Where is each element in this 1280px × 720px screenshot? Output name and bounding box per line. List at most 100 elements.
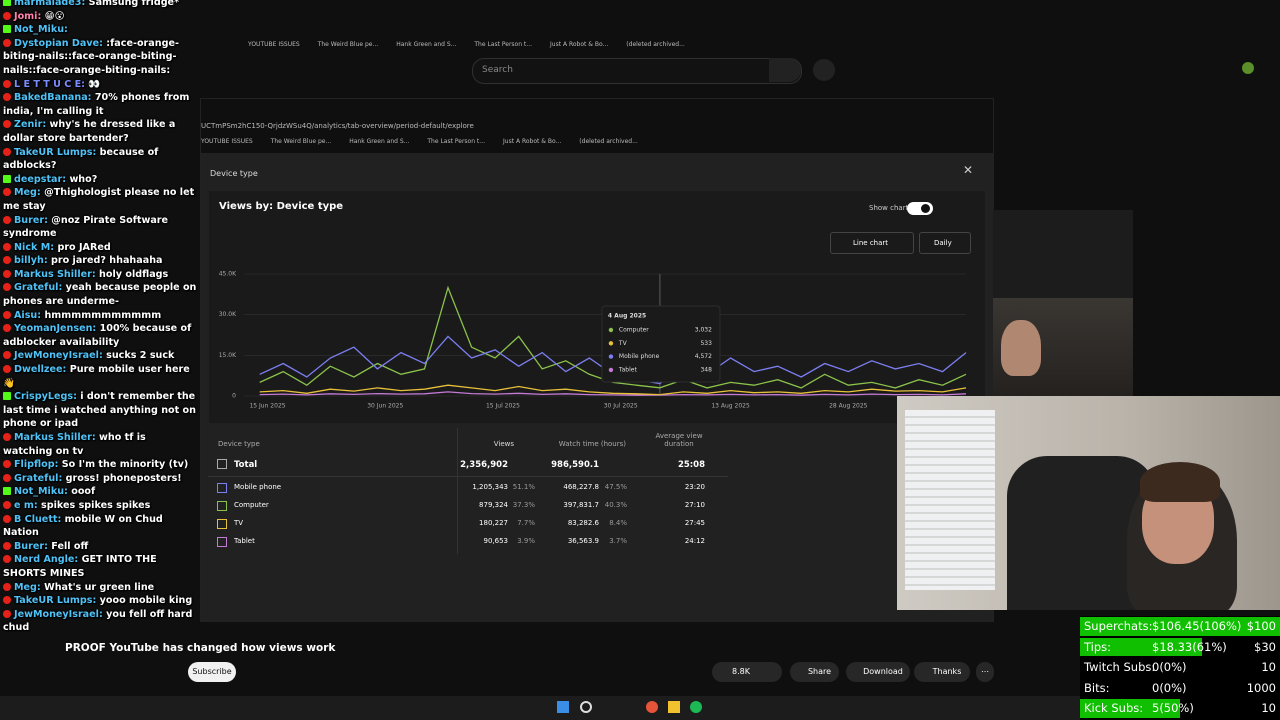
platform-icon bbox=[3, 541, 11, 550]
app-icon[interactable] bbox=[690, 701, 702, 713]
subscribe-button[interactable]: Subscribe bbox=[188, 662, 236, 682]
column-header: Device type bbox=[218, 440, 260, 448]
chat-text: who? bbox=[69, 173, 98, 185]
series-checkbox[interactable] bbox=[217, 537, 227, 547]
chat-user: TakeUR Lumps: bbox=[14, 595, 97, 607]
bookmark[interactable]: Just A Robot & Bo... bbox=[550, 41, 609, 48]
chat-message: Flipflop: So I'm the minority (tv) bbox=[0, 458, 198, 472]
chat-message: billyh: pro jared? hhahaaha bbox=[0, 254, 198, 268]
app-icon[interactable] bbox=[668, 701, 680, 713]
bookmark[interactable]: (deleted archived... bbox=[579, 138, 638, 145]
x-tick-label: 15 Jul 2025 bbox=[486, 403, 520, 410]
chat-message: Grateful: yeah because people on phones … bbox=[0, 281, 198, 308]
bookmark[interactable]: The Last Person t... bbox=[427, 138, 486, 145]
chat-message: L E T T U C E: 👀 bbox=[0, 78, 198, 92]
more-button[interactable]: ⋯ bbox=[976, 662, 994, 682]
chat-message: Burer: @noz Pirate Software syndrome bbox=[0, 214, 198, 241]
table-cell: 3.7% bbox=[609, 537, 627, 545]
download-button[interactable]: Download bbox=[846, 662, 910, 682]
tooltip-swatch bbox=[608, 367, 614, 373]
goal-target: 1000 bbox=[1246, 680, 1276, 695]
search-button[interactable] bbox=[769, 58, 801, 82]
chat-text: because of adblocks? bbox=[3, 146, 159, 172]
bookmark[interactable]: YOUTUBE ISSUES bbox=[248, 41, 300, 48]
chat-user: JewMoneyIsrael: bbox=[14, 608, 103, 620]
bookmarks: YOUTUBE ISSUES The Weird Blue pe... Hank G… bbox=[201, 138, 638, 145]
card-title: Views by: Device type bbox=[219, 201, 344, 212]
chat-user: JewMoneyIsrael: bbox=[14, 350, 103, 362]
chat-user: L E T T U C E: bbox=[14, 78, 86, 90]
goal-target: 10 bbox=[1261, 701, 1276, 715]
chat-text: 😁😮 bbox=[44, 10, 65, 22]
mic-button[interactable] bbox=[813, 59, 835, 81]
table-cell: 27:10 bbox=[684, 501, 705, 509]
show-chart-toggle[interactable] bbox=[907, 202, 933, 215]
show-chart-label: Show chart bbox=[869, 204, 909, 212]
chat-text: holy oldflags bbox=[99, 268, 169, 280]
table-cell: 90,653 bbox=[483, 537, 509, 545]
report-name[interactable]: Device type bbox=[210, 169, 258, 178]
chat-text: who tf is watching on tv bbox=[3, 432, 146, 457]
goal-row: Kick Subs: 5(50%) 10 bbox=[1080, 698, 1280, 719]
thanks-button[interactable]: Thanks bbox=[914, 662, 970, 682]
checkbox bbox=[217, 459, 227, 469]
bookmark[interactable]: The Weird Blue pe... bbox=[317, 41, 379, 48]
period-dropdown[interactable]: Daily bbox=[919, 232, 971, 254]
bookmark[interactable]: The Weird Blue pe... bbox=[270, 138, 332, 145]
chat-text: :face-orange-biting-nails::face-orange-b… bbox=[3, 37, 179, 76]
search-icon[interactable] bbox=[580, 701, 592, 713]
like-button[interactable]: 8.8K bbox=[712, 662, 782, 682]
table-cell: 83,282.6 bbox=[567, 519, 599, 527]
tooltip-name: Tablet bbox=[618, 366, 638, 373]
search-box[interactable]: Search bbox=[472, 58, 802, 84]
bookmark[interactable]: (deleted archived... bbox=[626, 41, 685, 48]
avatar[interactable] bbox=[1242, 62, 1254, 74]
series-checkbox[interactable] bbox=[217, 483, 227, 493]
series-checkbox[interactable] bbox=[217, 519, 227, 529]
platform-icon bbox=[3, 147, 11, 156]
goal-bar bbox=[1080, 637, 1202, 656]
chat-user: Meg: bbox=[14, 187, 41, 199]
bookmark[interactable]: YOUTUBE ISSUES bbox=[201, 138, 253, 145]
series-checkbox[interactable] bbox=[217, 501, 227, 511]
chat-message: CrispyLegs: i don't remember the last ti… bbox=[0, 390, 198, 431]
table-cell: 397,831.7 bbox=[563, 501, 599, 509]
goal-progress: $106.45(106%) bbox=[1152, 619, 1242, 633]
chat-message: JewMoneyIsrael: you fell off hard chud bbox=[0, 608, 198, 635]
chat-user: B Cluett: bbox=[14, 513, 62, 525]
platform-icon bbox=[3, 582, 11, 591]
platform-icon bbox=[3, 215, 11, 224]
table-cell: 180,227 bbox=[479, 519, 508, 527]
table-cell: 36,563.9 bbox=[567, 537, 599, 545]
table-cell: 37.3% bbox=[512, 501, 535, 509]
share-button[interactable]: Share bbox=[790, 662, 839, 682]
platform-icon bbox=[3, 269, 11, 278]
close-button[interactable]: ✕ bbox=[963, 163, 974, 177]
bookmark[interactable]: The Last Person t... bbox=[474, 41, 533, 48]
start-button[interactable] bbox=[557, 701, 569, 713]
x-tick-label: 13 Aug 2025 bbox=[711, 403, 750, 410]
url: UCTmPSm2hC150-QrjdzWSu4Q/analytics/tab-o… bbox=[201, 122, 474, 130]
goal-row: Twitch Subs: 0(0%) 10 bbox=[1080, 657, 1280, 678]
chart-type-dropdown[interactable]: Line chart bbox=[830, 232, 914, 254]
column-header: Watch time (hours) bbox=[558, 440, 626, 448]
tooltip-swatch bbox=[608, 341, 614, 346]
row-label: Computer bbox=[234, 501, 269, 509]
bookmark[interactable]: Hank Green and S... bbox=[349, 138, 410, 145]
total-value: 25:08 bbox=[677, 460, 705, 470]
chat-message: BakedBanana: 70% phones from india, I'm … bbox=[0, 91, 198, 118]
goal-bar bbox=[1080, 699, 1180, 718]
bookmark[interactable]: Just A Robot & Bo... bbox=[503, 138, 562, 145]
chat-message: Markus Shiller: holy oldflags bbox=[0, 268, 198, 282]
tooltip-swatch bbox=[608, 354, 614, 359]
tooltip-title: 4 Aug 2025 bbox=[608, 313, 646, 320]
chat-user: TakeUR Lumps: bbox=[14, 146, 97, 158]
chat-text: So I'm the minority (tv) bbox=[61, 459, 189, 471]
bookmark[interactable]: Hank Green and S... bbox=[396, 41, 457, 48]
platform-icon bbox=[3, 310, 11, 319]
table-cell: 40.3% bbox=[604, 501, 627, 509]
app-icon[interactable] bbox=[646, 701, 658, 713]
x-tick-label: 30 Jun 2025 bbox=[367, 403, 403, 410]
total-value: 986,590.1 bbox=[551, 460, 599, 470]
